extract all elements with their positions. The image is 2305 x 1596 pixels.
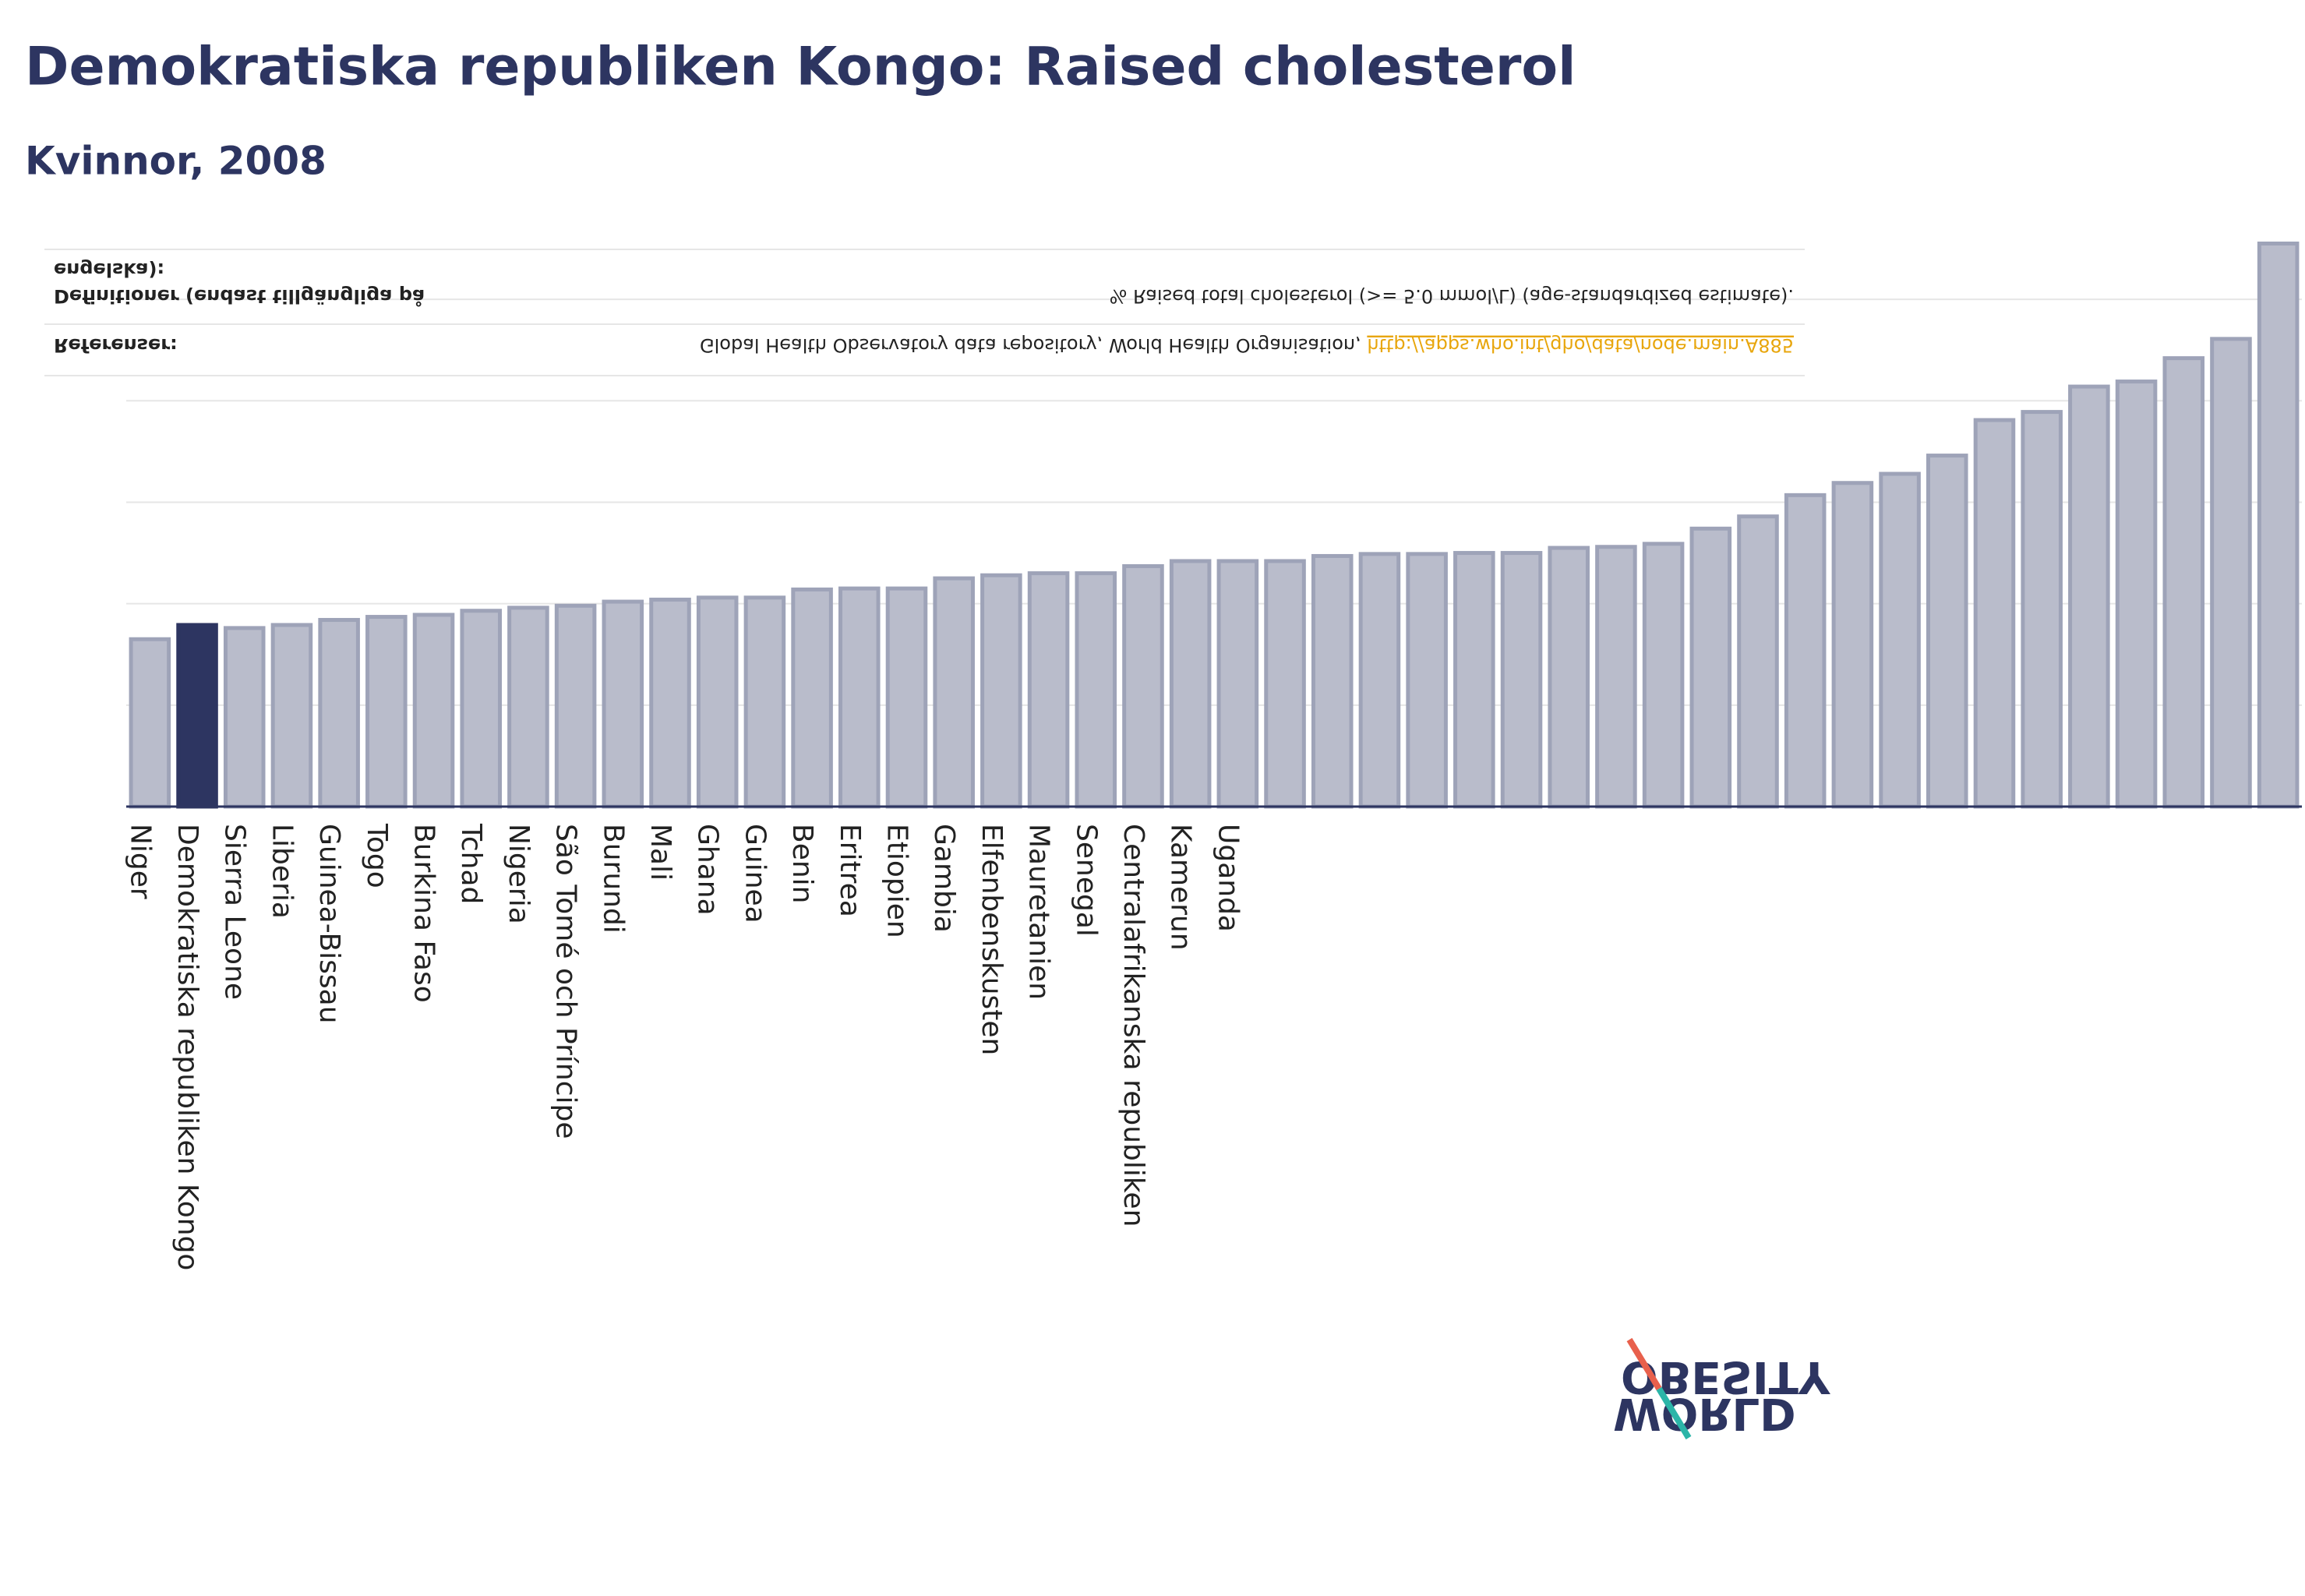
logo-slash	[1656, 1386, 1692, 1440]
bar	[696, 595, 739, 809]
bar	[1122, 563, 1164, 809]
logo-slash	[1626, 1337, 1662, 1391]
bar	[1264, 559, 1306, 809]
bar	[318, 617, 360, 809]
definitions-text: % Raised total cholesterol (>= 5.0 mmol/…	[1110, 285, 1794, 307]
bar	[2068, 384, 2110, 809]
logo-text: WORLD	[1613, 1388, 1796, 1439]
x-tick-label: Benin	[786, 824, 818, 903]
bar	[1548, 546, 1590, 809]
references-label: Referenser:	[54, 334, 178, 356]
x-tick-label: Sierra Leone	[219, 824, 251, 1000]
bar	[743, 595, 786, 809]
bar	[1973, 418, 2016, 809]
references-source: Global Health Observatory data repositor…	[700, 334, 1367, 356]
x-tick-label: Centralafrikanska republiken	[1117, 824, 1149, 1227]
bar	[365, 615, 408, 809]
x-tick-label: Burundi	[597, 824, 629, 934]
x-tick-label: Etiopien	[881, 824, 912, 938]
bar	[1595, 545, 1637, 809]
bar	[2257, 242, 2300, 809]
bar	[933, 576, 975, 809]
x-tick-label: Tchad	[455, 823, 487, 904]
bar	[1075, 571, 1117, 809]
references-link[interactable]: http://apps.who.int/gho/data/node.main.A…	[1367, 334, 1794, 356]
x-tick-label: Demokratiska republiken Kongo	[171, 824, 203, 1270]
bar	[507, 606, 549, 809]
bar	[1406, 552, 1448, 809]
x-tick-label: Kamerun	[1165, 824, 1197, 951]
x-tick-label: Nigeria	[503, 824, 535, 924]
logo: OBESITY WORLD	[1613, 1337, 1831, 1440]
bar	[2210, 337, 2252, 809]
bar	[649, 597, 691, 809]
x-tick-label: Ghana	[692, 824, 724, 916]
bar	[602, 599, 644, 809]
definitions-label: Definitioner (endast tillgängliga på	[54, 285, 425, 308]
bar	[1027, 571, 1070, 809]
bar	[223, 626, 266, 809]
x-tick-label: Guinea	[739, 824, 771, 923]
bar	[1453, 551, 1495, 809]
bar	[885, 586, 928, 809]
bar	[176, 623, 218, 809]
x-tick-label: Gambia	[928, 824, 960, 933]
x-tick-label: Liberia	[266, 824, 298, 919]
bar	[270, 623, 313, 809]
bar	[1169, 559, 1212, 809]
definitions-label: engelska):	[54, 259, 164, 281]
bar	[1926, 454, 1968, 809]
bar	[2162, 356, 2205, 809]
bar	[1358, 552, 1401, 809]
chart-subtitle: Kvinnor, 2008	[25, 139, 327, 184]
bar	[1784, 493, 1827, 809]
bar	[554, 603, 597, 809]
bar	[412, 613, 455, 809]
x-tick-label: Eritrea	[834, 824, 866, 917]
x-tick-label: Niger	[124, 824, 156, 899]
bar	[1831, 481, 1874, 809]
x-tick-label: Guinea-Bissau	[313, 824, 345, 1024]
bar	[1311, 553, 1354, 809]
bar	[1642, 542, 1685, 809]
bar	[791, 587, 833, 809]
logo-text: OBESITY	[1621, 1351, 1831, 1402]
x-tick-label: São Tomé och Príncipe	[550, 824, 582, 1139]
x-tick-label: Mali	[644, 824, 676, 881]
x-tick-label: Elfenbenskusten	[976, 824, 1008, 1055]
bar	[460, 609, 502, 809]
bar	[1216, 559, 1259, 809]
bar	[838, 586, 881, 809]
references-text: Global Health Observatory data repositor…	[700, 334, 1794, 356]
plot: Niger Demokratiska republiken Kongo Sierra…	[124, 242, 2302, 1270]
x-tick-label: Uganda	[1212, 824, 1244, 932]
chart-title: Demokratiska republiken Kongo: Raised ch…	[25, 37, 1576, 98]
bar	[2115, 380, 2158, 809]
x-tick-label: Mauretanien	[1023, 824, 1055, 1000]
x-tick-label: Burkina Faso	[408, 824, 440, 1003]
bar	[129, 637, 171, 809]
bar	[1500, 551, 1543, 809]
bar	[1737, 514, 1779, 809]
x-tick-label: Senegal	[1070, 824, 1102, 937]
x-tick-label: Togo	[361, 823, 393, 888]
bar	[980, 573, 1022, 809]
bar	[1879, 471, 1921, 809]
bar	[2021, 410, 2063, 809]
notes-table: Referenser: Global Health Observatory da…	[44, 249, 1805, 376]
bar	[1689, 526, 1732, 809]
